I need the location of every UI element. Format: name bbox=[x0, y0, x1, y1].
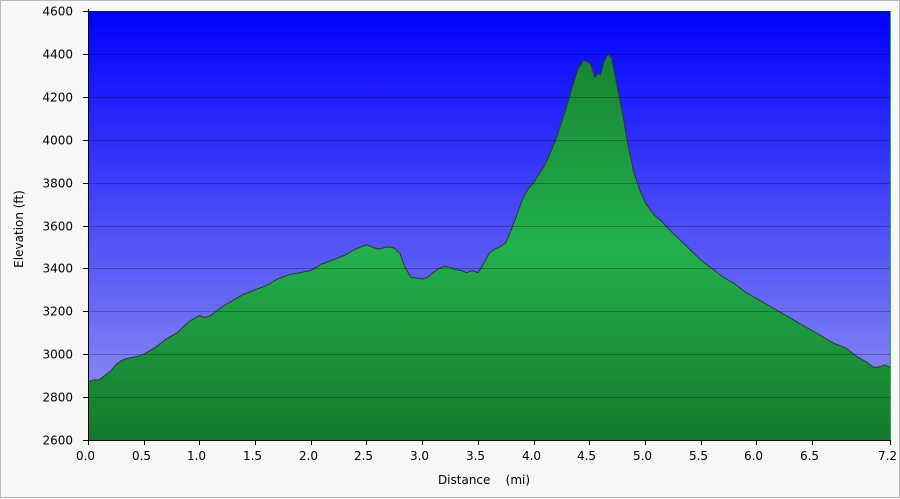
x-tick-label: 2.0 bbox=[299, 449, 318, 463]
x-tick-label: 0.0 bbox=[76, 449, 95, 463]
area-layer bbox=[87, 52, 891, 441]
y-axis-title: Elevation (ft) bbox=[12, 190, 26, 268]
x-tick-label: 6.0 bbox=[744, 449, 763, 463]
x-tick-label: 2.5 bbox=[354, 449, 373, 463]
y-tick-labels: 2600 2800 3000 3200 3400 3600 3800 4000 4200 4400… bbox=[42, 5, 73, 448]
y-tick-label: 4200 bbox=[42, 91, 73, 105]
y-tick-label: 2800 bbox=[42, 391, 73, 405]
x-tick-labels: 0.0 0.5 1.0 1.5 2.0 2.5 3.0 3.5 4.0 4.5 5.0 5.5 6.0 6… bbox=[76, 449, 897, 463]
x-tick-label: 3.5 bbox=[466, 449, 485, 463]
x-axis-title: Distance (mi) bbox=[438, 473, 530, 487]
y-tick-label: 3200 bbox=[42, 305, 73, 319]
x-tick-label: 4.0 bbox=[522, 449, 541, 463]
y-tick-label: 4000 bbox=[42, 134, 73, 148]
x-tick-label: 1.0 bbox=[187, 449, 206, 463]
x-tick-label: 5.5 bbox=[689, 449, 708, 463]
x-tick-label: 5.0 bbox=[633, 449, 652, 463]
gridlines bbox=[88, 54, 890, 398]
y-tick-label: 3600 bbox=[42, 220, 73, 234]
elevation-profile-line bbox=[87, 52, 891, 383]
y-tick-label: 3000 bbox=[42, 348, 73, 362]
y-tick-label: 2600 bbox=[42, 434, 73, 448]
x-tick-label: 0.5 bbox=[132, 449, 151, 463]
x-tick-label: 1.5 bbox=[243, 449, 262, 463]
x-tick-label: 3.0 bbox=[410, 449, 429, 463]
y-tick-label: 4600 bbox=[42, 5, 73, 19]
elevation-area bbox=[88, 53, 890, 441]
y-tick-label: 4400 bbox=[42, 48, 73, 62]
x-tick-label: 4.5 bbox=[577, 449, 596, 463]
y-tick-label: 3800 bbox=[42, 177, 73, 191]
x-tick-label: 7.2 bbox=[878, 449, 897, 463]
y-tick-label: 3400 bbox=[42, 262, 73, 276]
axes bbox=[83, 9, 891, 445]
x-tick-label: 6.5 bbox=[800, 449, 819, 463]
